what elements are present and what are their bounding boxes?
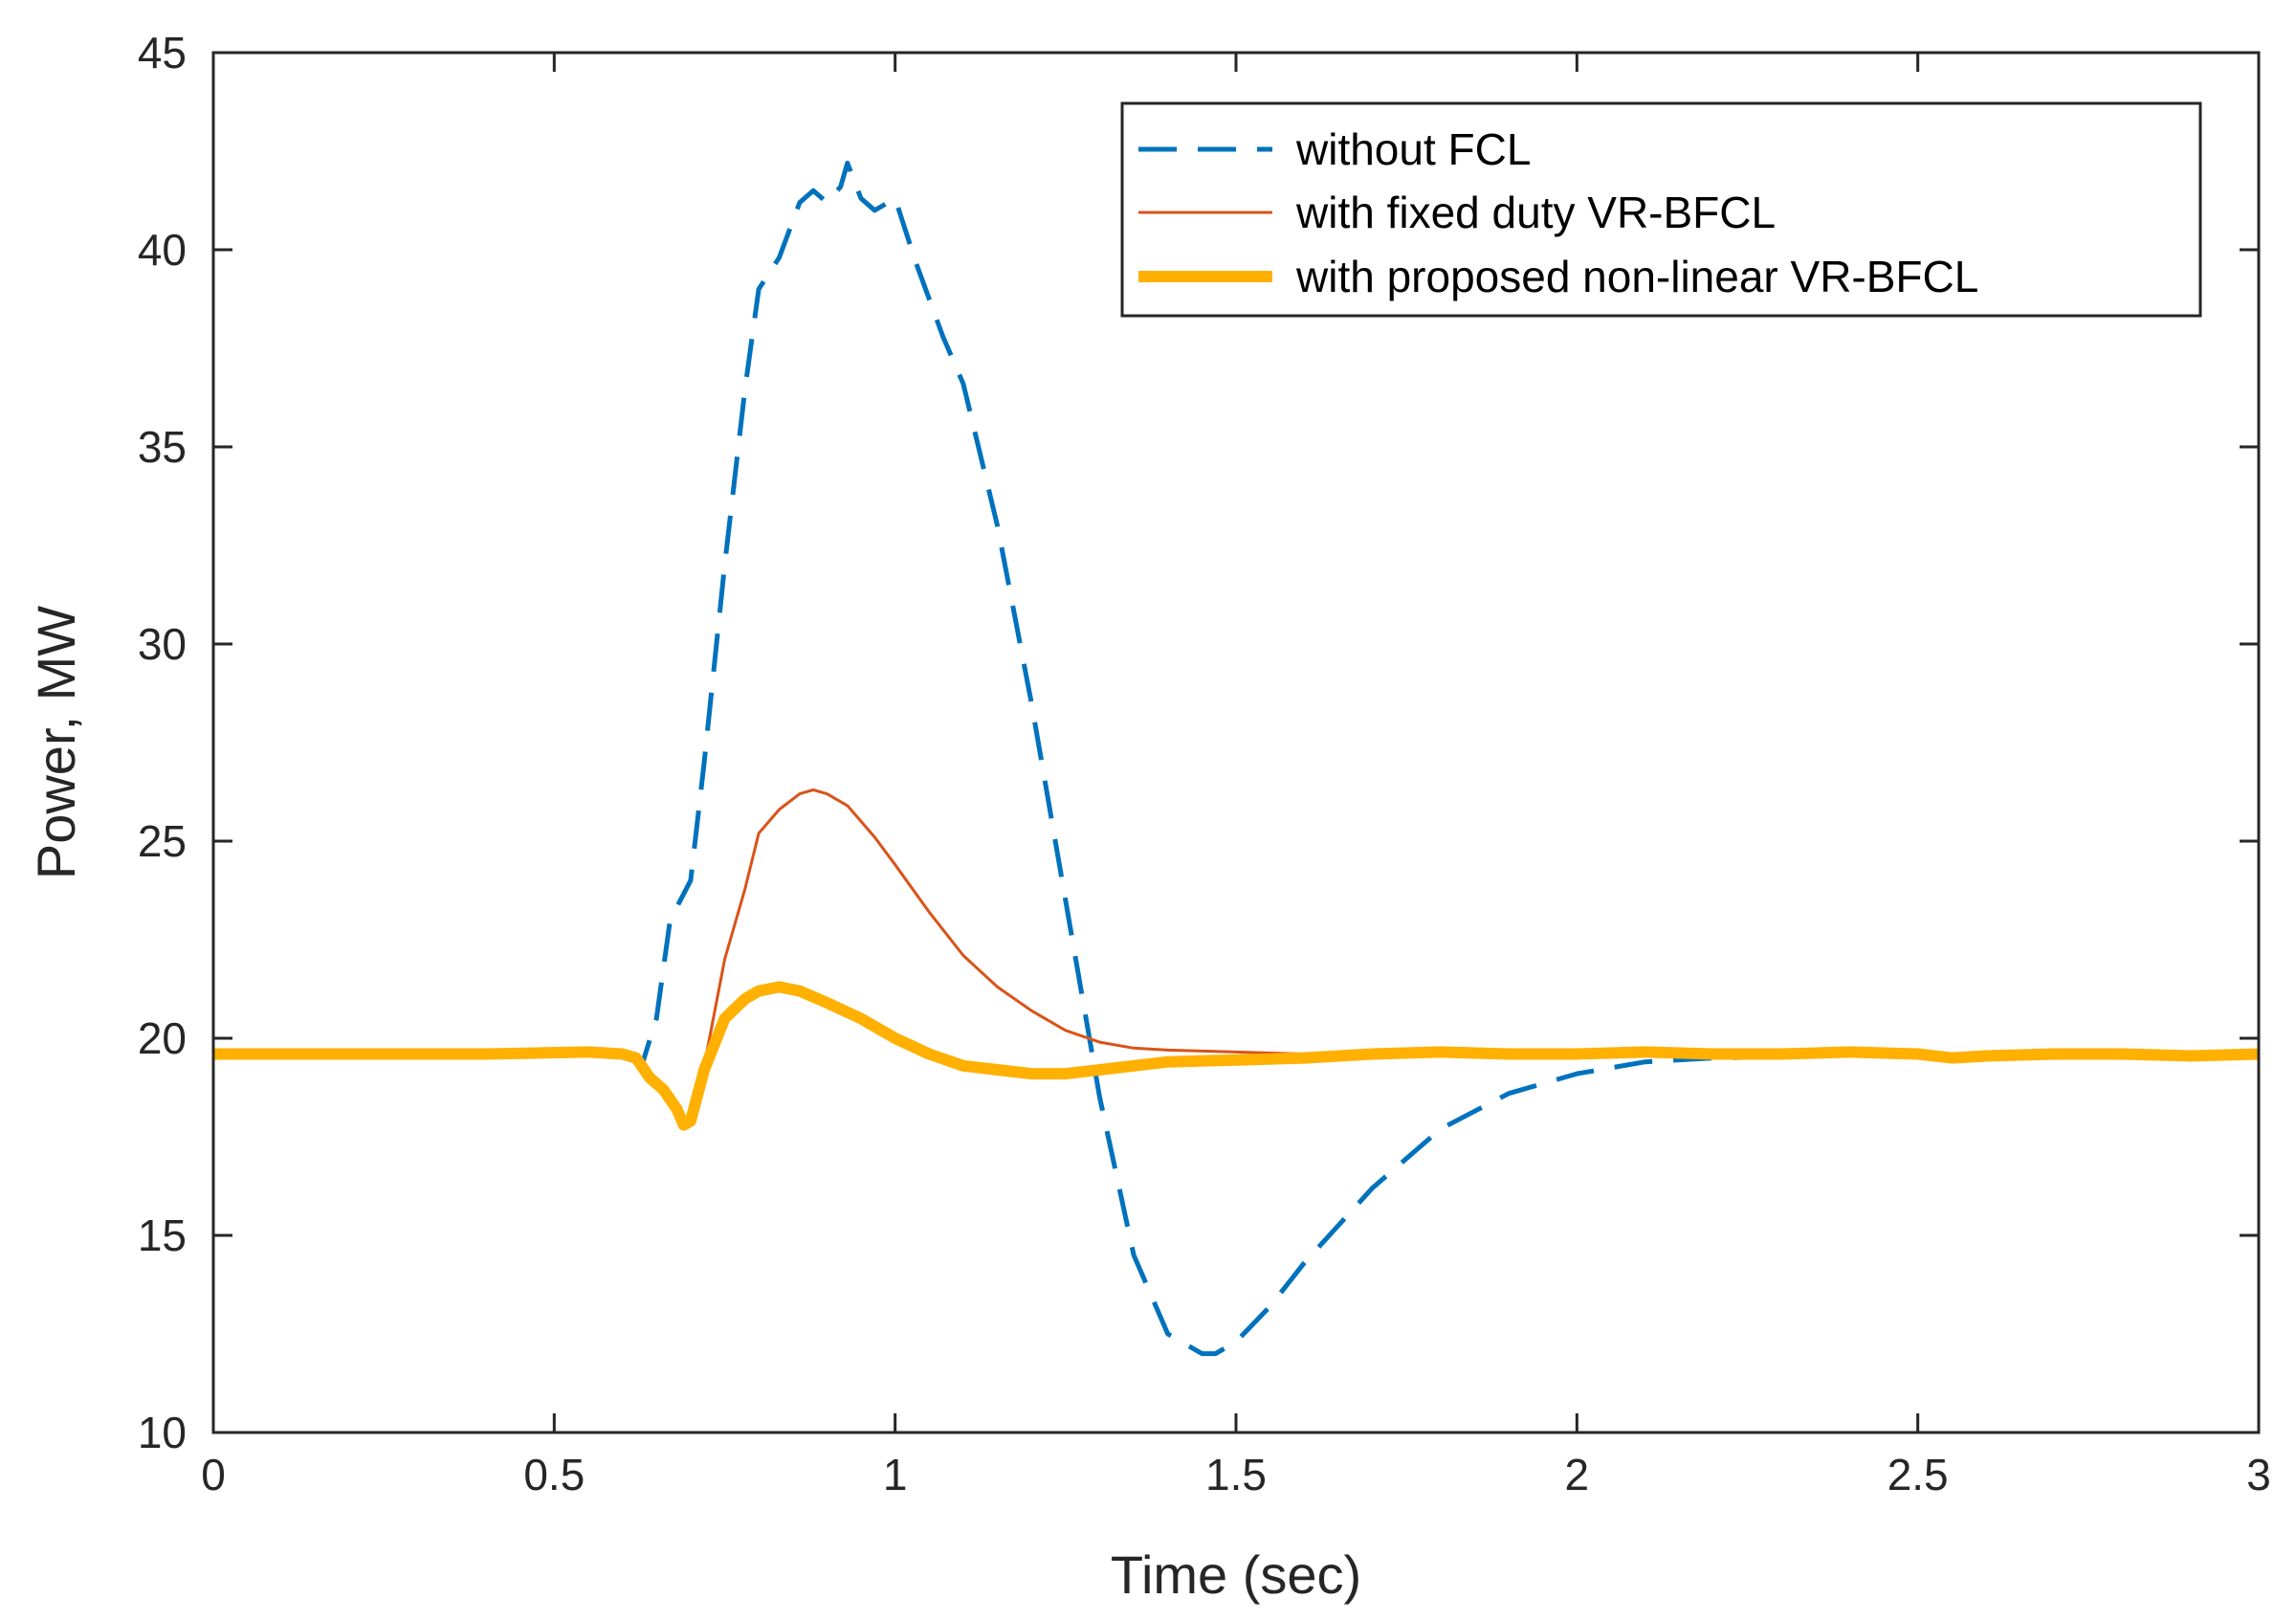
y-tick-label: 25 <box>138 816 187 866</box>
y-axis: 10 15 20 25 30 35 40 45 <box>138 28 2259 1457</box>
y-tick-label: 15 <box>138 1210 187 1260</box>
y-tick-label: 10 <box>138 1408 187 1457</box>
legend-label-non-linear: with proposed non-linear VR-BFCL <box>1295 252 1978 301</box>
x-tick-label: 0.5 <box>523 1450 585 1499</box>
y-tick-label: 40 <box>138 225 187 275</box>
legend-label-fixed-duty: with fixed duty VR-BFCL <box>1295 188 1776 237</box>
x-tick-label: 2.5 <box>1888 1450 1949 1499</box>
y-tick-label: 20 <box>138 1013 187 1063</box>
x-tick-label: 0 <box>201 1450 226 1499</box>
x-axis-title: Time (sec) <box>1111 1544 1361 1605</box>
x-tick-label: 3 <box>2246 1450 2271 1499</box>
y-tick-label: 45 <box>138 28 187 78</box>
y-tick-label: 30 <box>138 619 187 669</box>
x-axis: 0 0.5 1 1.5 2 2.5 3 <box>201 53 2271 1499</box>
x-tick-label: 1 <box>883 1450 908 1499</box>
series-layer <box>213 160 2259 1357</box>
x-tick-label: 1.5 <box>1205 1450 1267 1499</box>
series-proposed-non-linear-vr-bfcl <box>213 981 2259 1131</box>
legend: without FCL with fixed duty VR-BFCL with… <box>1120 101 2202 318</box>
y-tick-label: 35 <box>138 422 187 472</box>
legend-box <box>1120 101 2202 318</box>
x-tick-label: 2 <box>1565 1450 1590 1499</box>
legend-label-without-fcl: without FCL <box>1295 124 1531 174</box>
y-axis-title: Power, MW <box>26 606 86 879</box>
series-without-fcl <box>213 160 2259 1357</box>
